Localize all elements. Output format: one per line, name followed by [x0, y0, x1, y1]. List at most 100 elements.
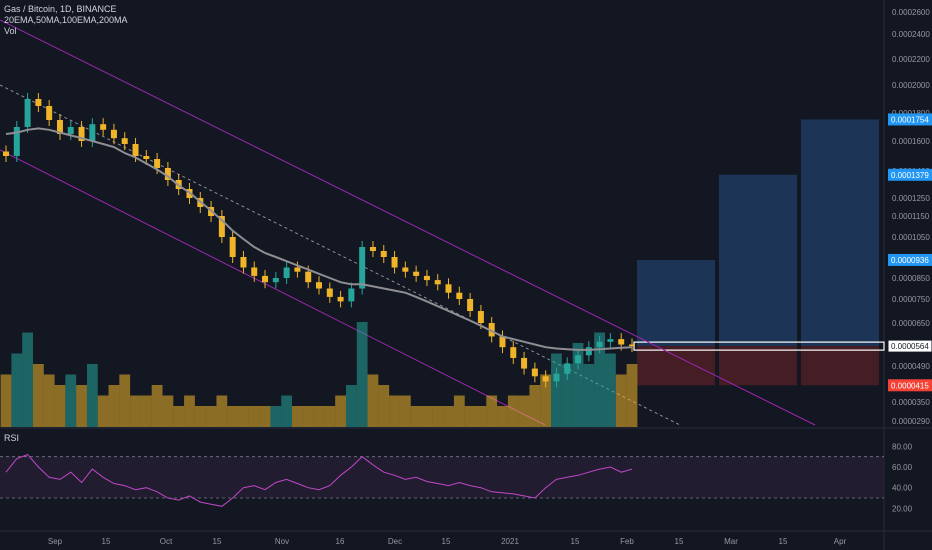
volume-bar	[421, 406, 433, 427]
rsi-tick-label: 60.00	[892, 463, 913, 472]
time-tick-label: 15	[675, 537, 684, 546]
price-tick-label: 0.0002400	[892, 30, 930, 39]
candle-body	[413, 271, 420, 276]
target-zone-3	[801, 119, 879, 347]
candle-body	[154, 159, 161, 168]
volume-bar	[259, 406, 271, 427]
volume-bar	[475, 406, 487, 427]
candle-body	[521, 357, 528, 369]
price-badge-stop	[888, 379, 932, 392]
candle-body	[78, 127, 85, 141]
price-badge-label: 0.0000415	[891, 381, 929, 390]
candle-body	[359, 247, 366, 289]
volume-bar	[432, 406, 444, 427]
candle-body	[337, 296, 344, 302]
candle-body	[607, 339, 614, 342]
volume-bar	[292, 406, 303, 427]
stop-zone-1	[637, 346, 715, 386]
price-tick-label: 0.0002200	[892, 55, 930, 64]
volume-legend: Vol	[4, 26, 17, 36]
candle-body	[262, 275, 269, 283]
volume-bar	[367, 374, 379, 427]
volume-bar	[551, 353, 562, 427]
volume-bar	[65, 374, 77, 427]
volume-bar	[76, 385, 87, 427]
volume-bar	[561, 364, 573, 427]
rsi-tick-label: 40.00	[892, 484, 913, 493]
candle-body	[251, 267, 258, 276]
volume-bar	[594, 332, 606, 427]
time-tick-label: 15	[779, 537, 788, 546]
volume-bar	[518, 395, 530, 427]
candle-body	[402, 267, 409, 272]
price-tick-label: 0.0001050	[892, 233, 930, 242]
time-tick-label: Apr	[834, 537, 847, 546]
volume-bar	[443, 406, 454, 427]
candle-body	[488, 323, 495, 337]
price-tick-label: 0.0000350	[892, 398, 930, 407]
rsi-tick-label: 20.00	[892, 504, 913, 513]
volume-bar	[356, 322, 368, 427]
volume-bar	[497, 406, 508, 427]
time-tick-label: 15	[442, 537, 451, 546]
channel-median	[0, 84, 681, 426]
candle-body	[132, 144, 139, 156]
volume-bar	[32, 364, 44, 427]
candle-body	[89, 124, 96, 141]
target-zone-2	[719, 174, 797, 347]
candle-body	[477, 311, 484, 323]
target-zone-1	[637, 259, 715, 347]
volume-bar	[227, 406, 239, 427]
candle-body	[35, 99, 42, 106]
candle-body	[499, 336, 506, 348]
candle-body	[326, 288, 333, 297]
candle-body	[531, 368, 538, 377]
volume-bar	[486, 395, 498, 427]
volume-bar	[238, 406, 249, 427]
volume-bar	[162, 395, 174, 427]
price-tick-label: 0.0002000	[892, 81, 930, 90]
price-tick-label: 0.0000850	[892, 274, 930, 283]
price-badge-label: 0.0001379	[891, 171, 929, 180]
volume-bar	[389, 395, 400, 427]
volume-bar	[626, 364, 638, 427]
volume-bar	[281, 395, 293, 427]
candle-body	[294, 267, 301, 272]
volume-bar	[0, 374, 12, 427]
rsi-line	[5, 454, 633, 507]
candle-body	[467, 299, 474, 311]
volume-bar	[507, 395, 519, 427]
candle-body	[618, 339, 625, 345]
time-tick-label: 15	[102, 537, 111, 546]
candle-body	[218, 216, 225, 237]
volume-bar	[151, 385, 163, 427]
price-badge-label: 0.0000936	[891, 256, 929, 265]
price-badge-target	[888, 168, 932, 181]
time-tick-label: 16	[336, 537, 345, 546]
volume-bar	[184, 395, 195, 427]
volume-bar	[345, 385, 357, 427]
volume-bar	[108, 385, 120, 427]
candle-body	[229, 237, 236, 257]
candle-body	[348, 288, 355, 302]
volume-bar	[86, 364, 98, 427]
price-badge-label: 0.0000564	[891, 342, 929, 351]
candle-body	[445, 284, 452, 293]
volume-bar	[572, 343, 584, 427]
candle-body	[305, 271, 312, 283]
candle-body	[283, 267, 290, 278]
candle-body	[110, 129, 117, 139]
volume-bar	[43, 374, 55, 427]
volume-bar	[378, 385, 390, 427]
chart-title: Gas / Bitcoin, 1D, BINANCE	[4, 4, 117, 14]
price-badge-target	[888, 113, 932, 126]
indicator-legend: 20EMA,50MA,100EMA,200MA	[4, 15, 128, 25]
candle-body	[46, 106, 53, 120]
volume-bar	[324, 406, 336, 427]
volume-bar	[194, 406, 206, 427]
candle-body	[380, 251, 387, 257]
volume-bar	[529, 385, 541, 427]
time-tick-label: Nov	[275, 537, 289, 546]
price-tick-label: 0.0000290	[892, 417, 930, 426]
